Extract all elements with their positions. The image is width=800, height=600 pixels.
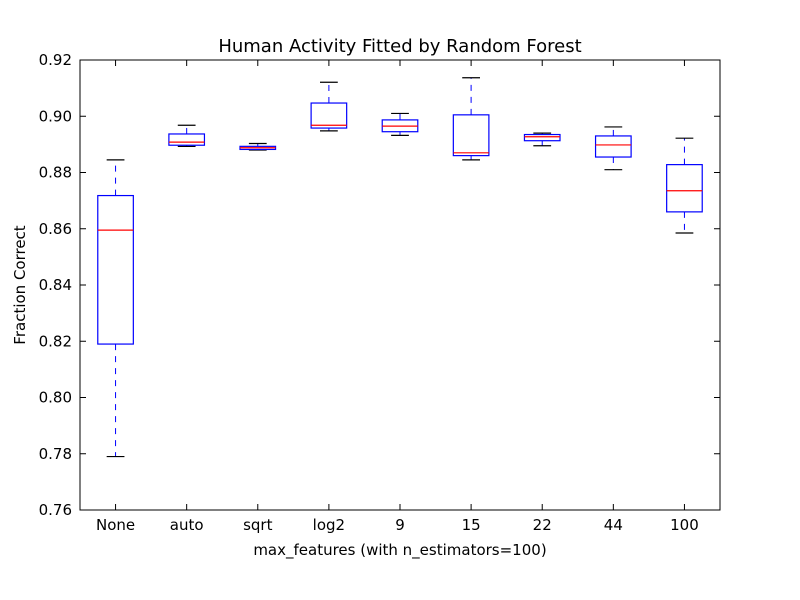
box — [666, 164, 703, 213]
x-tick-label: sqrt — [243, 516, 273, 534]
x-tick-label: 100 — [670, 516, 699, 534]
box — [97, 194, 134, 345]
chart-title: Human Activity Fitted by Random Forest — [218, 36, 581, 57]
x-axis-label: max_features (with n_estimators=100) — [253, 541, 546, 560]
box — [594, 135, 632, 158]
axes-frame — [79, 59, 721, 511]
plot-area: 0.76 0.78 0.80 0.82 0.84 0.86 0.88 0.90 0.92 None… — [39, 51, 721, 534]
box — [452, 114, 490, 157]
x-tick-label: 15 — [462, 516, 481, 534]
x-tick-label: 9 — [395, 516, 405, 534]
y-tick-label: 0.88 — [39, 164, 72, 182]
x-tick-label: 44 — [604, 516, 623, 534]
x-tick-label: auto — [170, 516, 204, 534]
x-tick-label: log2 — [313, 516, 345, 534]
y-tick-label: 0.80 — [39, 389, 72, 407]
y-tick-label: 0.84 — [39, 276, 72, 294]
y-tick-label: 0.86 — [39, 220, 72, 238]
y-tick-label: 0.82 — [39, 332, 72, 350]
box — [168, 133, 206, 146]
box — [523, 133, 561, 142]
x-tick-label: 22 — [533, 516, 552, 534]
y-tick-label: 0.92 — [39, 51, 72, 69]
y-tick-label: 0.90 — [39, 107, 72, 125]
x-tick-label: None — [96, 516, 135, 534]
y-tick-label: 0.78 — [39, 445, 72, 463]
y-tick-label: 0.76 — [39, 501, 72, 519]
box — [310, 102, 348, 129]
y-axis-label: Fraction Correct — [11, 225, 29, 345]
